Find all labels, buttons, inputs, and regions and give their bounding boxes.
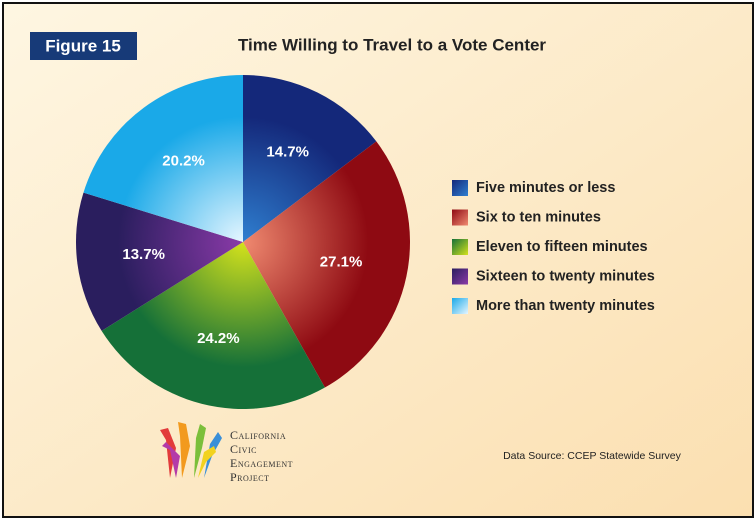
- logo-hands: [160, 422, 222, 478]
- pie-slice: [101, 242, 325, 409]
- pie-slice: [83, 75, 243, 242]
- legend-swatch: [452, 268, 468, 285]
- pie: 14.7% 27.1% 24.2% 13.7% 20.2%: [75, 75, 410, 409]
- legend-swatch: [452, 209, 468, 226]
- legend-label: Eleven to fifteen minutes: [476, 239, 648, 255]
- logo-text: Civic: [230, 442, 257, 456]
- legend-label: Five minutes or less: [476, 180, 615, 196]
- data-label: 14.7%: [266, 143, 309, 160]
- logo-text: Engagement: [230, 456, 293, 470]
- data-label: 13.7%: [122, 246, 165, 263]
- figure-label: Figure 15: [45, 36, 121, 55]
- legend-swatch: [452, 180, 468, 196]
- legend-label: More than twenty minutes: [476, 298, 655, 314]
- logo-text: California: [230, 428, 286, 442]
- data-label: 20.2%: [162, 152, 205, 169]
- source: Data Source: CCEP Statewide Survey: [503, 450, 682, 462]
- legend: Five minutes or less Six to ten minutes El…: [452, 180, 655, 314]
- figure-badge: [30, 32, 137, 60]
- legend-label: Sixteen to twenty minutes: [476, 268, 655, 284]
- data-label: 27.1%: [320, 253, 363, 270]
- legend-swatch: [452, 298, 468, 314]
- chart-title: Time Willing to Travel to a Vote Center: [238, 35, 546, 54]
- legend-label: Six to ten minutes: [476, 209, 601, 225]
- data-label: 24.2%: [197, 330, 240, 347]
- pie-slice: [243, 141, 410, 388]
- logo-text: Project: [230, 470, 270, 484]
- legend-swatch: [452, 239, 468, 255]
- pie-slice: [75, 192, 243, 331]
- pie-slice: [243, 75, 377, 242]
